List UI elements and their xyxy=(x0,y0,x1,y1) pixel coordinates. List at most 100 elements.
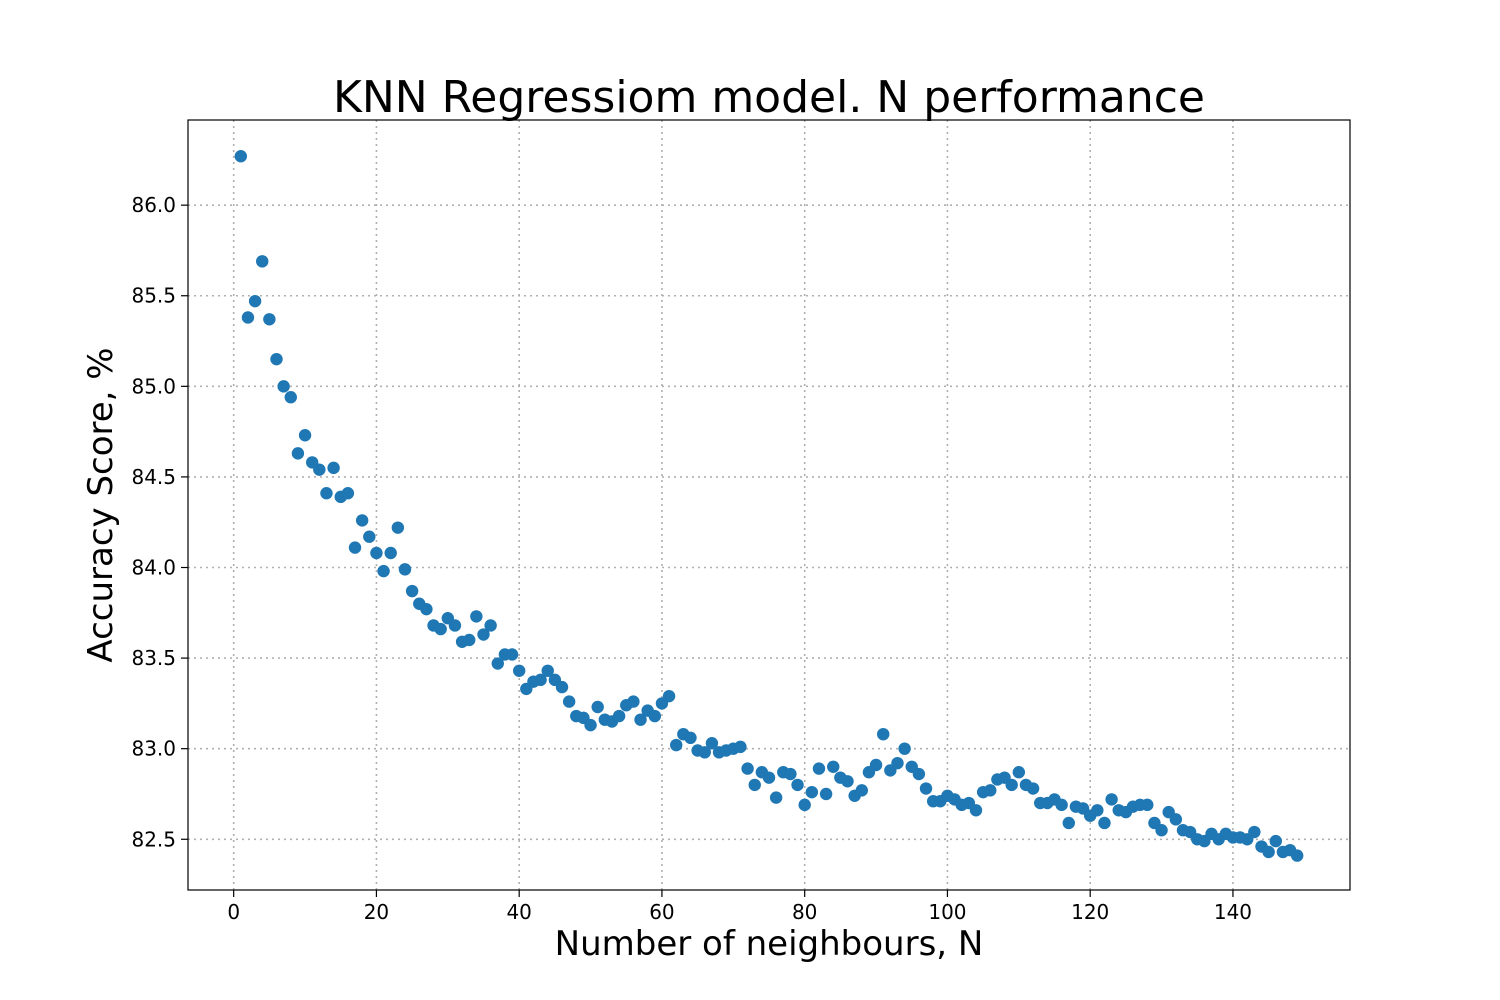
data-point xyxy=(819,787,833,801)
y-tick-label: 84.5 xyxy=(131,465,176,489)
data-point xyxy=(827,760,840,773)
data-point xyxy=(1005,778,1018,792)
data-point xyxy=(634,713,647,726)
data-point xyxy=(463,633,476,647)
data-point xyxy=(277,380,290,393)
data-point xyxy=(448,619,462,632)
data-point xyxy=(648,709,661,723)
data-point xyxy=(762,771,776,784)
y-tick-label: 86.0 xyxy=(131,193,176,217)
data-point xyxy=(769,791,783,804)
data-point xyxy=(1155,824,1168,837)
data-point xyxy=(420,602,433,616)
data-point xyxy=(555,680,569,694)
y-axis-ticks: 82.5 83.0 83.5 84.0 84.5 85.0 85.5 86.0 xyxy=(131,193,188,851)
x-tick-label: 140 xyxy=(1214,900,1252,924)
data-point xyxy=(477,628,490,641)
data-point xyxy=(670,738,683,752)
data-point xyxy=(798,798,811,812)
y-tick-label: 83.5 xyxy=(131,646,176,670)
data-point xyxy=(855,784,868,797)
data-point xyxy=(1290,849,1304,862)
data-point xyxy=(662,689,676,703)
data-point xyxy=(705,737,719,750)
data-point xyxy=(313,463,326,476)
x-tick-label: 100 xyxy=(928,900,966,924)
y-tick-label: 83.0 xyxy=(131,737,176,761)
data-point xyxy=(484,619,497,632)
data-point xyxy=(384,546,397,560)
data-points xyxy=(234,150,1304,862)
y-tick-label: 82.5 xyxy=(131,827,176,851)
data-point xyxy=(841,775,854,788)
y-axis-label: Accuracy Score, % xyxy=(81,347,121,662)
data-point xyxy=(241,311,255,324)
data-point xyxy=(898,742,911,755)
data-point xyxy=(1248,825,1261,839)
data-point xyxy=(512,664,526,677)
data-point xyxy=(1098,816,1111,830)
data-point xyxy=(341,487,355,500)
data-point xyxy=(869,758,883,772)
data-point xyxy=(370,546,383,560)
data-point xyxy=(877,727,890,741)
data-point xyxy=(355,514,369,527)
data-point xyxy=(541,664,554,677)
x-tick-label: 20 xyxy=(364,900,389,924)
data-point xyxy=(363,530,376,543)
data-point xyxy=(748,778,761,792)
x-tick-label: 80 xyxy=(792,900,817,924)
data-point xyxy=(969,804,983,817)
y-tick-label: 85.0 xyxy=(131,374,176,398)
x-axis-ticks: 0 20 40 60 80 100 120 140 xyxy=(227,890,1252,924)
data-point xyxy=(256,255,269,268)
data-point xyxy=(298,429,312,442)
data-point xyxy=(612,709,626,723)
data-point xyxy=(377,564,390,578)
data-point xyxy=(391,521,405,534)
data-point xyxy=(505,648,519,661)
data-point xyxy=(270,352,283,366)
x-tick-label: 0 xyxy=(227,900,240,924)
data-point xyxy=(784,767,797,781)
data-point xyxy=(1105,793,1118,806)
data-point xyxy=(591,700,604,714)
data-point xyxy=(584,718,597,732)
data-point xyxy=(812,762,826,775)
data-point xyxy=(434,622,447,636)
data-point xyxy=(1262,845,1275,859)
data-point xyxy=(405,584,419,598)
data-point xyxy=(919,782,933,795)
x-tick-label: 40 xyxy=(506,900,531,924)
data-point xyxy=(263,313,276,326)
data-point xyxy=(562,695,576,708)
data-point xyxy=(1141,798,1154,812)
x-tick-label: 60 xyxy=(649,900,674,924)
data-point xyxy=(1091,804,1104,817)
data-point xyxy=(791,778,804,792)
data-point xyxy=(912,767,926,781)
data-point xyxy=(348,541,362,554)
data-point xyxy=(698,746,711,759)
data-point xyxy=(734,740,747,754)
data-point xyxy=(248,294,262,308)
data-point xyxy=(684,731,697,745)
y-tick-label: 84.0 xyxy=(131,556,176,580)
data-point xyxy=(491,657,504,670)
data-point xyxy=(320,487,333,500)
data-point xyxy=(1169,813,1183,826)
data-point xyxy=(627,695,640,708)
data-point xyxy=(1269,834,1282,848)
data-point xyxy=(1026,782,1040,795)
data-point xyxy=(1062,816,1075,830)
data-point xyxy=(291,447,305,460)
data-point xyxy=(327,461,340,475)
x-tick-label: 120 xyxy=(1071,900,1109,924)
y-tick-label: 85.5 xyxy=(131,284,176,308)
data-point xyxy=(741,762,754,775)
data-point xyxy=(470,610,483,623)
data-point xyxy=(891,756,904,770)
x-axis-label: Number of neighbours, N xyxy=(555,924,984,964)
